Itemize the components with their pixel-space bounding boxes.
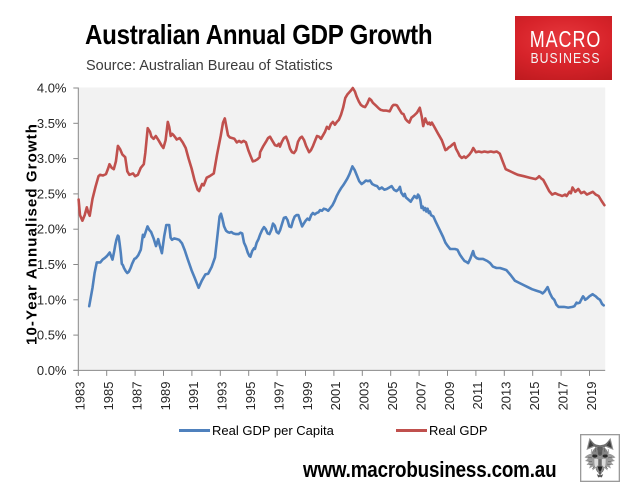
svg-text:2017: 2017 <box>555 382 570 411</box>
svg-text:1995: 1995 <box>243 382 258 411</box>
svg-text:2015: 2015 <box>527 382 542 411</box>
svg-text:2003: 2003 <box>357 382 372 411</box>
svg-text:0.5%: 0.5% <box>37 328 67 343</box>
svg-text:2013: 2013 <box>499 381 514 410</box>
svg-text:2005: 2005 <box>385 382 400 411</box>
svg-text:3.0%: 3.0% <box>37 151 67 166</box>
svg-text:1.5%: 1.5% <box>37 257 67 272</box>
svg-text:1987: 1987 <box>129 382 144 411</box>
svg-text:2.0%: 2.0% <box>37 222 67 237</box>
svg-text:3.5%: 3.5% <box>37 116 67 131</box>
svg-text:1985: 1985 <box>101 382 116 411</box>
svg-text:2.5%: 2.5% <box>37 186 67 201</box>
svg-text:1999: 1999 <box>300 382 315 411</box>
svg-text:1991: 1991 <box>186 382 201 411</box>
svg-text:1993: 1993 <box>215 382 230 411</box>
svg-text:1.0%: 1.0% <box>37 292 67 307</box>
svg-text:1989: 1989 <box>158 382 173 411</box>
svg-text:0.0%: 0.0% <box>37 363 67 378</box>
svg-text:2019: 2019 <box>584 382 599 411</box>
svg-text:2009: 2009 <box>442 382 457 411</box>
svg-text:1983: 1983 <box>73 382 88 411</box>
svg-text:1997: 1997 <box>271 382 286 411</box>
svg-text:2007: 2007 <box>413 382 428 411</box>
svg-text:4.0%: 4.0% <box>37 81 67 96</box>
svg-text:2011: 2011 <box>470 382 485 410</box>
svg-text:2001: 2001 <box>328 382 343 411</box>
svg-text:10-Year Annualised Growth: 10-Year Annualised Growth <box>24 123 41 345</box>
